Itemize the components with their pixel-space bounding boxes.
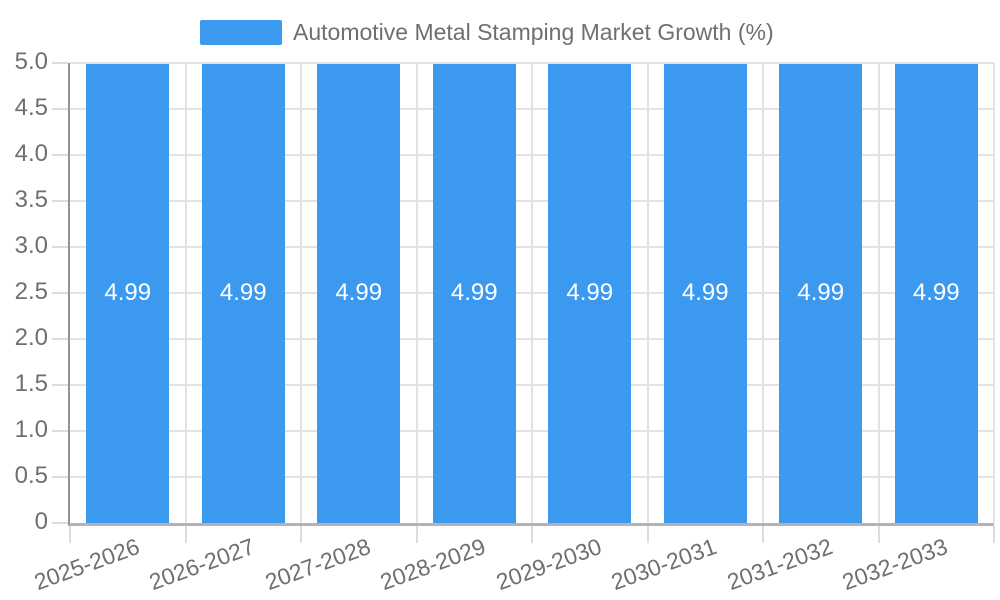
gridline-vertical <box>415 63 418 523</box>
y-axis-tick <box>52 200 68 202</box>
plot-area: 4.99 4.99 4.99 4.99 4.99 4.99 4.99 4.99 <box>52 62 995 543</box>
bar[interactable]: 4.99 <box>317 63 401 523</box>
x-tick-label: 2030-2031 <box>607 533 721 596</box>
y-axis-tick <box>52 246 68 248</box>
y-axis-tick <box>52 384 68 386</box>
gridline-vertical <box>184 63 187 523</box>
y-tick-label: 2.0 <box>14 323 48 351</box>
legend-swatch <box>200 20 282 45</box>
x-tick-label: 2027-2028 <box>261 533 374 596</box>
y-tick-label: 4.0 <box>14 139 48 167</box>
x-axis-tick <box>531 526 533 543</box>
bar[interactable]: 4.99 <box>894 63 978 523</box>
gridline-vertical <box>993 63 995 523</box>
bar[interactable]: 4.99 <box>86 63 170 523</box>
x-axis-tick <box>762 526 764 543</box>
x-tick-label: 2032-2033 <box>838 533 952 596</box>
y-tick-label: 0 <box>34 507 48 535</box>
y-axis-tick <box>52 338 68 340</box>
x-tick-label: 2026-2027 <box>145 533 259 596</box>
y-tick-label: 3.0 <box>14 231 48 259</box>
y-tick-label: 5.0 <box>14 47 48 75</box>
bar-value-label: 4.99 <box>450 279 498 307</box>
y-tick-label: 1.0 <box>14 415 48 443</box>
x-axis-tick <box>646 526 649 543</box>
gridline-vertical <box>300 63 302 523</box>
bar-value-label: 4.99 <box>681 279 729 307</box>
x-axis-tick <box>415 526 418 543</box>
bar-value-label: 4.99 <box>912 279 960 307</box>
bar-value-label: 4.99 <box>797 279 845 307</box>
y-tick-label: 2.5 <box>14 277 48 305</box>
gridline-vertical <box>762 63 764 523</box>
y-tick-label: 1.5 <box>14 369 48 397</box>
x-tick-label: 2031-2032 <box>723 533 836 596</box>
bar-value-label: 4.99 <box>219 279 267 307</box>
bar[interactable]: 4.99 <box>548 63 632 523</box>
x-axis-tick <box>993 526 995 543</box>
y-axis-tick <box>52 476 68 478</box>
gridline-vertical <box>646 63 649 523</box>
bar[interactable]: 4.99 <box>663 63 747 523</box>
x-tick-label: 2025-2026 <box>30 533 143 596</box>
y-tick-label: 3.5 <box>14 185 48 213</box>
x-axis-tick <box>69 526 71 543</box>
y-tick-label: 4.5 <box>14 93 48 121</box>
x-tick-label: 2028-2029 <box>376 533 490 596</box>
gridline-vertical <box>877 63 880 523</box>
y-axis-tick <box>52 62 68 64</box>
x-axis-tick <box>300 526 302 543</box>
legend-label: Automotive Metal Stamping Market Growth … <box>293 19 774 45</box>
y-axis-tick <box>52 430 68 432</box>
bar-value-label: 4.99 <box>104 279 152 307</box>
y-axis-tick <box>52 292 68 294</box>
y-axis-tick <box>52 108 68 110</box>
legend[interactable]: Automotive Metal Stamping Market Growth … <box>200 19 774 46</box>
y-axis-tick <box>52 154 68 156</box>
x-axis-tick <box>184 526 187 543</box>
y-axis-tick <box>52 522 68 524</box>
bar[interactable]: 4.99 <box>432 63 516 523</box>
x-axis-tick <box>877 526 880 543</box>
bar-value-label: 4.99 <box>335 279 383 307</box>
y-tick-label: 0.5 <box>14 461 48 489</box>
bar[interactable]: 4.99 <box>201 63 285 523</box>
x-tick-label: 2029-2030 <box>492 533 605 596</box>
bar[interactable]: 4.99 <box>779 63 863 523</box>
bar-value-label: 4.99 <box>566 279 614 307</box>
gridline-vertical <box>531 63 533 523</box>
